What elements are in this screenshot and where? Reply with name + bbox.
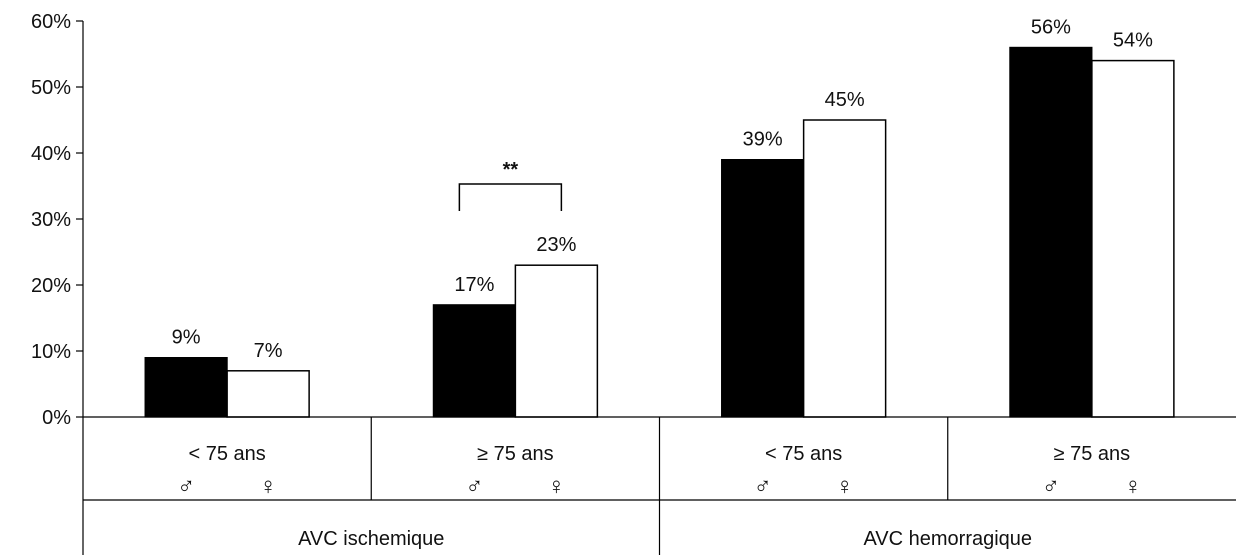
y-tick-label: 0% xyxy=(42,407,71,429)
data-label-male: 56% xyxy=(1031,16,1071,38)
bar-male xyxy=(432,304,516,418)
data-label-male: 17% xyxy=(454,274,494,296)
bar-male xyxy=(1009,46,1093,418)
category-female-symbol: ♀ xyxy=(836,473,854,500)
data-label-male: 39% xyxy=(743,129,783,151)
y-tick-label: 30% xyxy=(31,209,71,231)
category-male-symbol: ♂ xyxy=(754,473,772,500)
x-axis-table: < 75 ans ♂ ♀ ≥ 75 ans ♂ ♀ < 75 ans ♂ ♀ ≥ 75 ans ♂ ♀… xyxy=(83,416,1236,555)
bar-male xyxy=(721,159,805,418)
bar-female xyxy=(226,370,310,418)
category-age-label: ≥ 75 ans xyxy=(477,443,554,465)
significance-bracket xyxy=(458,183,563,211)
category-female-symbol: ♀ xyxy=(259,473,277,500)
significance-annotation: ** xyxy=(458,159,563,211)
category-male-symbol: ♂ xyxy=(1042,473,1060,500)
y-tick-label: 60% xyxy=(31,11,71,33)
data-label-female: 54% xyxy=(1113,30,1153,52)
y-tick-label: 10% xyxy=(31,341,71,363)
bar-female xyxy=(802,119,887,418)
category-female-symbol: ♀ xyxy=(1124,473,1142,500)
y-tick-label: 40% xyxy=(31,143,71,165)
data-label-male: 9% xyxy=(172,327,201,349)
data-label-female: 7% xyxy=(254,340,283,362)
y-tick-label: 50% xyxy=(31,77,71,99)
category-age-label: < 75 ans xyxy=(188,443,265,465)
category-male-symbol: ♂ xyxy=(465,473,483,500)
bar-female xyxy=(1091,59,1175,418)
category-female-symbol: ♀ xyxy=(547,473,565,500)
bar-female xyxy=(514,264,599,418)
category-age-label: < 75 ans xyxy=(765,443,842,465)
data-labels: 9% 7% 17% 23% 39% 45% 56% 54% xyxy=(172,16,1153,361)
significance-label: ** xyxy=(503,159,519,181)
group-label: AVC ischemique xyxy=(298,528,444,550)
y-tick-label: 20% xyxy=(31,275,71,297)
data-label-female: 45% xyxy=(825,89,865,111)
bar-male xyxy=(144,357,228,418)
group-label: AVC hemorragique xyxy=(863,528,1032,550)
y-axis: 0% 10% 20% 30% 40% 50% 60% xyxy=(31,11,84,555)
bars xyxy=(144,46,1175,418)
data-label-female: 23% xyxy=(536,234,576,256)
category-age-label: ≥ 75 ans xyxy=(1054,443,1131,465)
category-male-symbol: ♂ xyxy=(177,473,195,500)
